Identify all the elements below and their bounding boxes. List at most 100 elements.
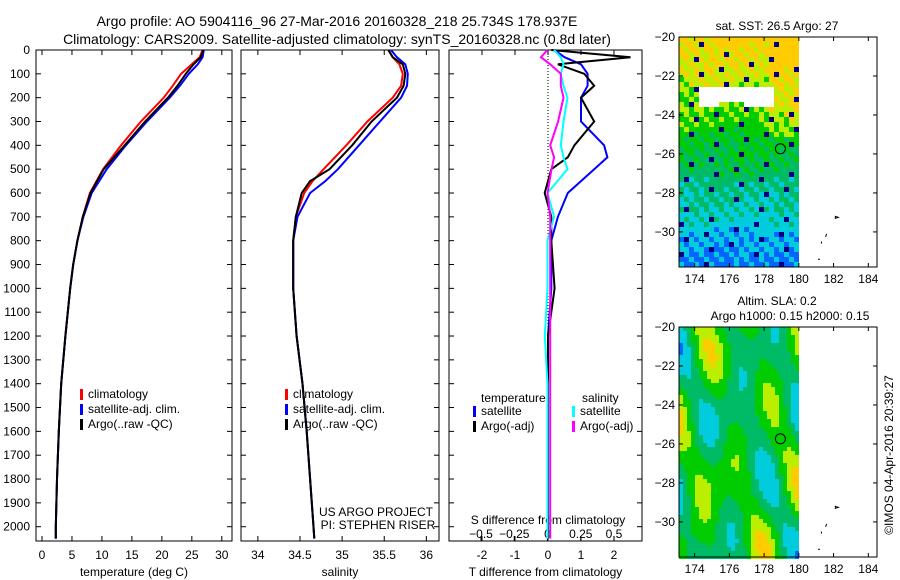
map-cell — [759, 539, 763, 543]
legend-label: satellite-adj. clim. — [293, 402, 385, 416]
x-tick-label: 36 — [420, 548, 434, 562]
map-cell — [723, 379, 727, 383]
map-cell — [711, 387, 715, 391]
map-cell — [763, 379, 767, 383]
map-cell — [684, 167, 689, 172]
map-cell — [779, 375, 783, 379]
map-cell — [783, 431, 787, 435]
map-cell — [689, 157, 694, 162]
map-cell — [749, 197, 754, 202]
map-cell — [727, 351, 731, 355]
map-cell — [751, 355, 755, 359]
map-cell — [734, 132, 739, 137]
map-cell — [694, 72, 699, 77]
map-cell — [694, 252, 699, 257]
map-cell — [784, 77, 789, 82]
series-satellite-adj-clim- — [292, 49, 409, 539]
x-tick-label: 5 — [69, 548, 76, 562]
map-cell — [699, 167, 704, 172]
map-cell — [734, 152, 739, 157]
map-cell — [771, 411, 775, 415]
map-cell — [695, 475, 699, 479]
map-cell — [754, 62, 759, 67]
map-cell — [771, 339, 775, 343]
map-cell — [719, 539, 723, 543]
map-cell — [739, 467, 743, 471]
map-cell — [769, 217, 774, 222]
map-cell — [687, 519, 691, 523]
map-cell — [791, 363, 795, 367]
map-cell — [735, 383, 739, 387]
map-cell — [679, 347, 683, 351]
map-cell — [729, 62, 734, 67]
map-cell — [755, 475, 759, 479]
map-cell — [789, 182, 794, 187]
map-cell — [683, 523, 687, 527]
map-cell — [714, 112, 719, 117]
map-cell — [727, 387, 731, 391]
map-cell — [767, 379, 771, 383]
map-cell — [709, 192, 714, 197]
map-cell — [787, 387, 791, 391]
map-cell — [774, 117, 779, 122]
map-cell — [763, 439, 767, 443]
map-cell — [791, 327, 795, 331]
map-cell — [763, 495, 767, 499]
map-cell — [679, 67, 684, 72]
map-cell — [755, 411, 759, 415]
map-cell — [714, 247, 719, 252]
map-cell — [744, 252, 749, 257]
map-cell — [689, 127, 694, 132]
map-cell — [711, 435, 715, 439]
map-cell — [715, 499, 719, 503]
map-x-tick-label: 184 — [858, 272, 878, 286]
map-cell — [707, 487, 711, 491]
map-cell — [683, 535, 687, 539]
map-cell — [764, 72, 769, 77]
map-cell — [719, 335, 723, 339]
map-cell — [747, 443, 751, 447]
map-cell — [779, 515, 783, 519]
map-cell — [764, 157, 769, 162]
map-cell — [727, 355, 731, 359]
map-cell — [763, 339, 767, 343]
map-cell — [699, 383, 703, 387]
map-cell — [767, 451, 771, 455]
map-cell — [775, 403, 779, 407]
map-cell — [711, 515, 715, 519]
map-cell — [769, 187, 774, 192]
map-cell — [739, 491, 743, 495]
map-cell — [729, 177, 734, 182]
map-cell — [759, 367, 763, 371]
map-cell — [687, 471, 691, 475]
map-cell — [787, 347, 791, 351]
map-cell — [724, 167, 729, 172]
map-cell — [687, 343, 691, 347]
map-cell — [743, 451, 747, 455]
map-cell — [739, 435, 743, 439]
map-cell — [795, 327, 799, 331]
x-axis-label: temperature (deg C) — [80, 565, 188, 579]
map-cell — [743, 331, 747, 335]
map-cell — [755, 399, 759, 403]
map-cell — [735, 459, 739, 463]
map-cell — [727, 459, 731, 463]
map-cell — [715, 547, 719, 551]
map-cell — [711, 415, 715, 419]
map-cell — [789, 242, 794, 247]
map-cell — [759, 371, 763, 375]
map-cell — [695, 355, 699, 359]
map-cell — [719, 172, 724, 177]
map-cell — [691, 371, 695, 375]
map-cell — [734, 42, 739, 47]
map-cell — [789, 87, 794, 92]
map-cell — [703, 419, 707, 423]
map-cell — [699, 172, 704, 177]
map-cell — [775, 495, 779, 499]
map-cell — [679, 122, 684, 127]
map-cell — [759, 479, 763, 483]
map-cell — [687, 327, 691, 331]
map-cell — [724, 112, 729, 117]
map-cell — [727, 443, 731, 447]
map-cell — [699, 447, 703, 451]
